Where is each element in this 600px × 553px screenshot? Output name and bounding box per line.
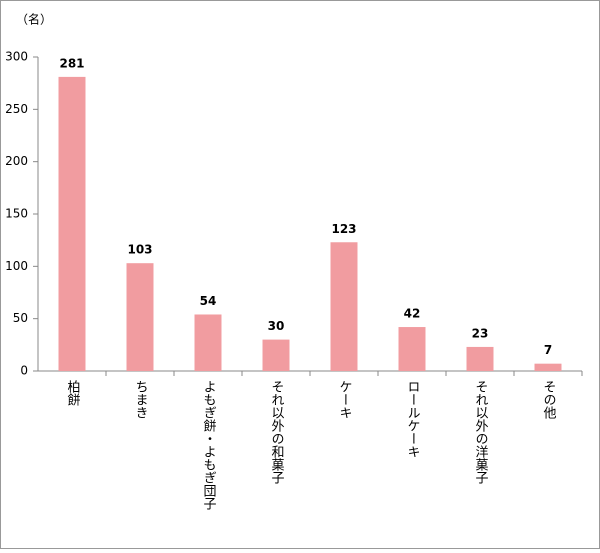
- bar: [194, 314, 222, 371]
- value-label: 42: [404, 307, 421, 321]
- x-tick-label: ロールケーキ: [405, 380, 420, 458]
- bar: [262, 339, 290, 371]
- bar: [466, 346, 494, 371]
- bar: [58, 76, 86, 372]
- x-tick-label: その他: [541, 380, 557, 420]
- value-label: 23: [472, 326, 489, 340]
- value-label: 30: [268, 319, 285, 333]
- y-axis-unit: （名）: [16, 12, 52, 27]
- value-label: 7: [544, 343, 552, 357]
- bar: [126, 263, 154, 371]
- x-tick-label: ケーキ: [337, 380, 352, 419]
- bar: [330, 242, 358, 371]
- x-tick-label: ちまき: [133, 380, 148, 419]
- y-tick-label: 250: [5, 102, 28, 116]
- x-tick-label: それ以外の洋菓子: [473, 380, 489, 484]
- bar: [534, 363, 562, 371]
- x-tick-label: 柏餅: [65, 380, 81, 406]
- y-tick-label: 0: [20, 364, 28, 378]
- value-label: 103: [127, 243, 152, 257]
- y-tick-label: 150: [5, 207, 28, 221]
- value-label: 281: [59, 56, 84, 70]
- value-label: 123: [331, 222, 356, 236]
- value-label: 54: [200, 294, 217, 308]
- y-tick-label: 300: [5, 50, 28, 64]
- x-tick-label: よもぎ餅・よもぎ団子: [201, 380, 217, 510]
- y-tick-label: 200: [5, 154, 28, 168]
- y-tick-label: 50: [13, 311, 28, 325]
- y-tick-label: 100: [5, 259, 28, 273]
- x-tick-label: それ以外の和菓子: [269, 380, 285, 484]
- bar: [398, 327, 426, 371]
